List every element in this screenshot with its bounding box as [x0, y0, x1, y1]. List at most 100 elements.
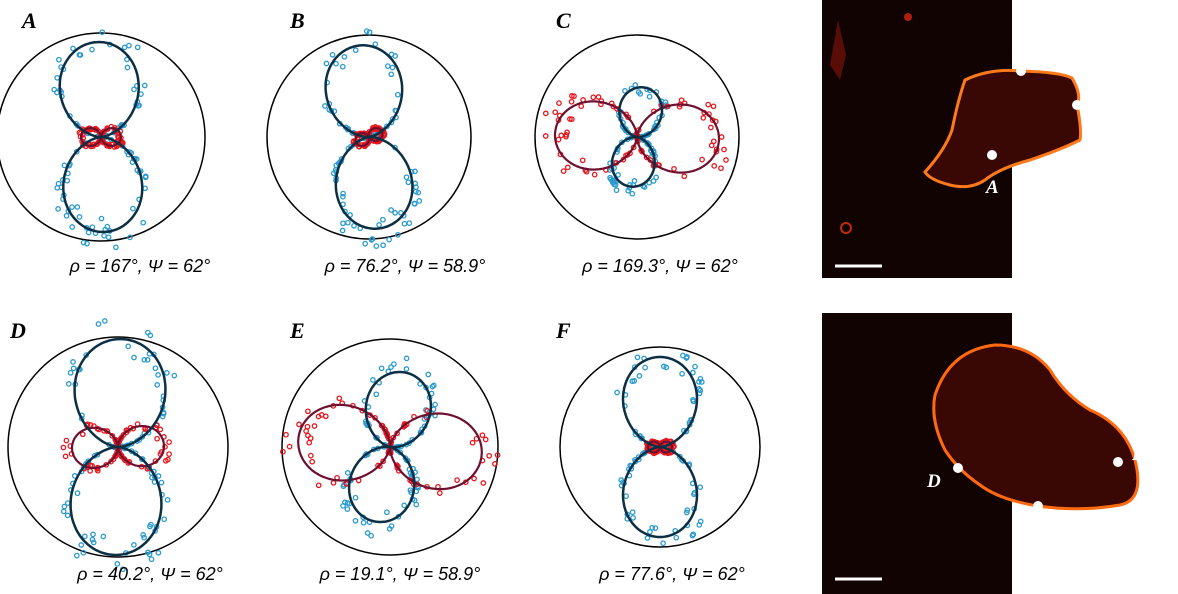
scatter-dot	[471, 475, 477, 482]
scatter-dot	[414, 476, 420, 483]
polar-frame	[559, 346, 761, 548]
scatter-dot	[283, 431, 289, 438]
scatter-dot	[388, 51, 395, 58]
scatter-dot	[412, 188, 419, 195]
red-fit	[646, 440, 674, 454]
scatter-dot	[629, 190, 636, 197]
scatter-dot	[330, 479, 337, 486]
scatter-dot	[636, 373, 643, 379]
scatter-dot	[660, 540, 666, 547]
scatter-dot	[70, 365, 77, 372]
scatter-dot	[609, 179, 616, 186]
scatter-dot	[723, 157, 729, 163]
polar-panel: Dρ = 40.2°, Ψ = 62°	[7, 318, 229, 584]
scatter-dot	[689, 532, 696, 539]
scatter-dot	[152, 365, 159, 372]
scatter-dot	[690, 398, 697, 405]
scatter-dot	[671, 165, 677, 172]
scatter-dot	[696, 522, 703, 528]
scatter-dot	[542, 110, 549, 117]
scatter-dot	[120, 566, 126, 573]
scatter-dot	[141, 82, 148, 89]
polar-frame	[281, 338, 499, 556]
red-fit	[553, 100, 721, 174]
marker-label: C	[1093, 97, 1106, 118]
scatter-dot	[322, 103, 328, 109]
scatter-dot	[391, 361, 397, 367]
scatter-dot	[352, 517, 359, 524]
scatter-dot	[696, 378, 702, 385]
scatter-dot	[147, 523, 153, 530]
marker-label: B	[1011, 36, 1025, 57]
scatter-dot	[684, 507, 691, 513]
scatter-dot	[394, 91, 401, 98]
scatter-dot	[615, 172, 621, 178]
scatter-dot	[405, 179, 412, 186]
scatter-dot	[364, 530, 371, 536]
scatter-dot	[64, 512, 71, 519]
scatter-dot	[642, 364, 648, 371]
panel-label: F	[555, 318, 571, 343]
scatter-dot	[708, 142, 715, 149]
scatter-dot	[89, 46, 95, 53]
scatter-dot	[309, 458, 316, 465]
scatter-dot	[134, 44, 141, 51]
scatter-dot	[680, 352, 686, 359]
panel-caption: ρ = 77.6°, Ψ = 62°	[598, 564, 745, 584]
scatter-dot	[360, 519, 367, 526]
scatter-dot	[344, 470, 351, 476]
scatter-dot	[139, 434, 146, 440]
marker-label: A	[985, 177, 999, 198]
scatter-dot	[366, 29, 373, 36]
scatter-dot	[579, 157, 586, 164]
scatter-dot	[378, 365, 385, 372]
scatter-dot	[140, 219, 147, 226]
scatter-dot	[315, 482, 322, 489]
scatter-dot	[305, 408, 311, 415]
scatter-dot	[142, 185, 148, 192]
scatter-dot	[120, 432, 127, 438]
scatter-dot	[63, 212, 70, 219]
scatter-dot	[413, 501, 420, 508]
scatter-dot	[154, 382, 161, 388]
scatter-dot	[643, 154, 650, 161]
scatter-dot	[564, 164, 571, 171]
scatter-dot	[614, 389, 620, 396]
scatter-dot	[368, 237, 375, 243]
scatter-dot	[76, 214, 83, 220]
scatter-dot	[718, 165, 724, 172]
scatter-dot	[613, 187, 620, 194]
scatter-dot	[699, 156, 705, 163]
scatter-dot	[85, 229, 92, 236]
scatter-dot	[401, 502, 408, 509]
scatter-dot	[121, 455, 128, 462]
scatter-dot	[311, 423, 318, 429]
polar-frame	[7, 336, 229, 558]
scatter-dot	[155, 372, 161, 378]
scatter-dot	[164, 496, 171, 503]
red-fit	[79, 126, 123, 148]
scatter-dot	[700, 115, 707, 121]
scatter-dot	[482, 436, 489, 443]
scatter-dot	[87, 468, 93, 474]
scatter-dot	[63, 437, 70, 444]
scatter-dot	[340, 220, 346, 227]
scatter-dot	[341, 54, 348, 60]
scatter-dot	[286, 443, 293, 450]
scatter-dot	[486, 452, 493, 459]
scatter-dot	[67, 369, 74, 376]
scatter-dot	[145, 549, 151, 556]
scatter-dot	[683, 509, 690, 516]
marker-point	[953, 463, 963, 473]
micrographs: B C A D E F	[822, 0, 1145, 594]
scatter-dot	[89, 536, 96, 543]
scatter-dot	[710, 103, 717, 110]
scatter-dot	[351, 222, 357, 229]
scatter-dot	[171, 372, 178, 379]
scatter-dot	[340, 193, 346, 200]
scatter-dot	[364, 140, 370, 147]
scatter-dot	[141, 534, 147, 541]
scatter-dot	[136, 102, 142, 109]
scatter-dot	[55, 180, 62, 187]
scatter-dot	[388, 523, 395, 529]
